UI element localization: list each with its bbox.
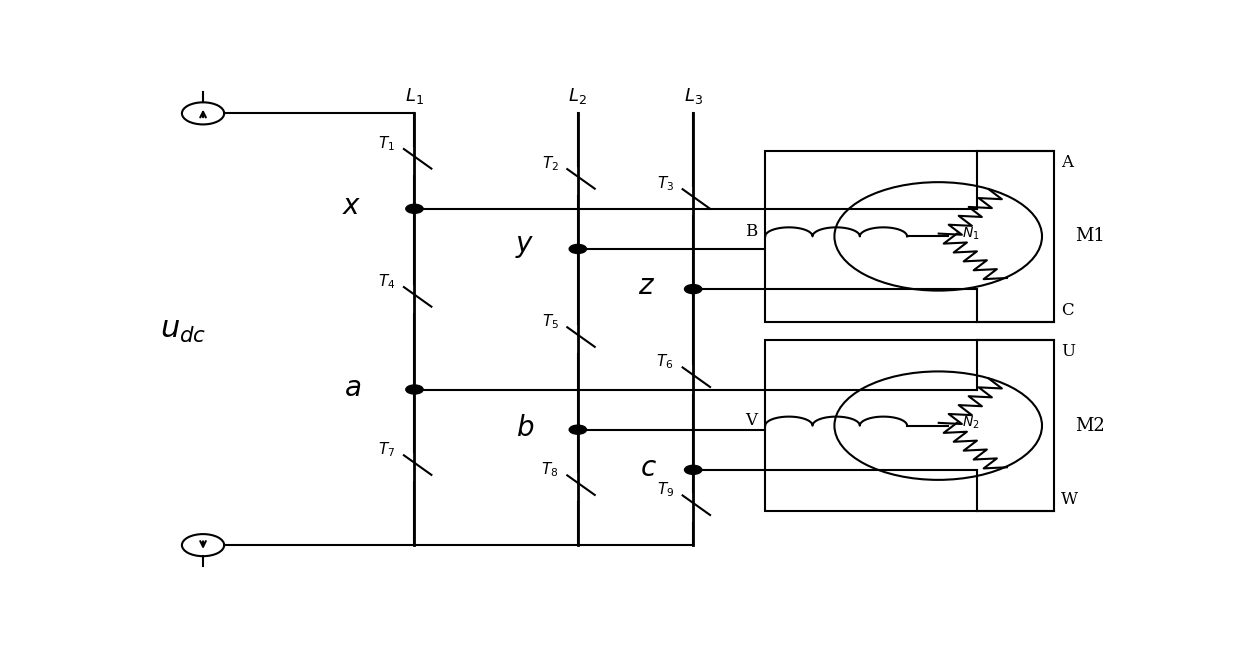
Text: $a$: $a$ <box>345 375 362 402</box>
Text: B: B <box>745 223 758 240</box>
Text: $L_3$: $L_3$ <box>683 86 703 106</box>
Text: $T_1$: $T_1$ <box>378 134 396 153</box>
Circle shape <box>569 425 587 434</box>
Bar <box>765 151 1054 321</box>
Text: U: U <box>1061 343 1075 360</box>
Text: $T_6$: $T_6$ <box>656 353 675 371</box>
Text: $T_5$: $T_5$ <box>542 312 558 331</box>
Text: W: W <box>1061 492 1079 509</box>
Text: M2: M2 <box>1075 417 1105 435</box>
Circle shape <box>684 284 702 293</box>
Text: A: A <box>1061 154 1074 171</box>
Text: $L_1$: $L_1$ <box>405 86 424 106</box>
Circle shape <box>569 244 587 254</box>
Text: $b$: $b$ <box>516 415 534 442</box>
Text: C: C <box>1061 303 1074 319</box>
Text: M1: M1 <box>1075 228 1105 245</box>
Text: $z$: $z$ <box>637 273 655 300</box>
Text: $T_2$: $T_2$ <box>542 155 558 173</box>
Circle shape <box>405 204 423 213</box>
Text: $T_7$: $T_7$ <box>378 440 396 459</box>
Text: $T_8$: $T_8$ <box>542 460 558 479</box>
Text: V: V <box>745 412 758 429</box>
Text: $T_3$: $T_3$ <box>657 174 675 193</box>
Text: $L_2$: $L_2$ <box>568 86 588 106</box>
Text: $N_1$: $N_1$ <box>962 226 980 242</box>
Text: $y$: $y$ <box>515 233 534 260</box>
Circle shape <box>405 385 423 394</box>
Text: $T_4$: $T_4$ <box>378 273 396 291</box>
Text: $T_9$: $T_9$ <box>657 481 675 499</box>
Text: $x$: $x$ <box>342 193 362 220</box>
Bar <box>765 340 1054 511</box>
Text: $N_2$: $N_2$ <box>962 415 980 432</box>
Text: $u_{dc}$: $u_{dc}$ <box>160 314 206 345</box>
Circle shape <box>684 466 702 475</box>
Text: $c$: $c$ <box>640 455 657 482</box>
